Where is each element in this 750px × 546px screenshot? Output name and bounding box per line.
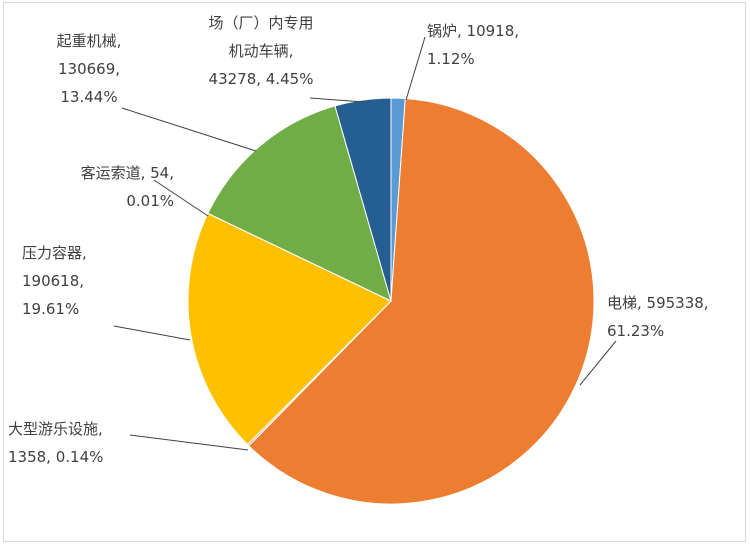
leader-line	[309, 97, 365, 103]
pie-chart	[113, 36, 617, 505]
data-label: 起重机械, 130669, 13.44%	[34, 27, 144, 111]
data-label-line: 起重机械,	[56, 32, 122, 50]
leader-line	[121, 107, 257, 152]
data-label-line: 19.61%	[22, 300, 80, 318]
data-label-line: 压力容器,	[22, 244, 87, 262]
data-label: 电梯, 595338, 61.23%	[607, 289, 737, 345]
data-label-line: 客运索道, 54,	[80, 164, 174, 182]
data-label-line: 43278, 4.45%	[208, 70, 314, 88]
data-label-line: 1358, 0.14%	[8, 448, 104, 466]
data-label-line: 电梯, 595338,	[607, 294, 709, 312]
data-label-line: 1.12%	[427, 50, 475, 68]
leader-line	[129, 434, 249, 451]
data-label-line: 13.44%	[60, 88, 118, 106]
data-label-line: 0.01%	[126, 192, 174, 210]
data-label: 压力容器, 190618, 19.61%	[22, 239, 132, 323]
pie-slice	[248, 97, 595, 505]
leader-line	[579, 340, 617, 386]
data-label-line: 机动车辆,	[228, 42, 294, 60]
data-label-line: 61.23%	[607, 322, 665, 340]
data-label-line: 大型游乐设施,	[8, 420, 103, 438]
pie-slice	[207, 105, 392, 302]
pie-slice	[187, 212, 392, 446]
leader-line	[405, 36, 426, 101]
data-label-line: 锅炉, 10918,	[427, 22, 520, 40]
data-label-line: 130669,	[57, 60, 121, 78]
data-label: 大型游乐设施, 1358, 0.14%	[8, 415, 158, 471]
leader-line	[153, 179, 209, 217]
chart-area: 锅炉, 10918, 1.12% 电梯, 595338, 61.23% 大型游乐设施, 1…	[3, 2, 746, 542]
data-label-line: 场（厂）内专用	[208, 14, 314, 32]
data-label: 客运索道, 54, 0.01%	[24, 159, 174, 215]
pie-slice	[334, 97, 392, 302]
data-label: 场（厂）内专用 机动车辆, 43278, 4.45%	[176, 9, 346, 93]
data-label: 锅炉, 10918, 1.12%	[427, 17, 557, 73]
leader-line	[113, 325, 191, 341]
data-label-line: 190618,	[22, 272, 85, 290]
